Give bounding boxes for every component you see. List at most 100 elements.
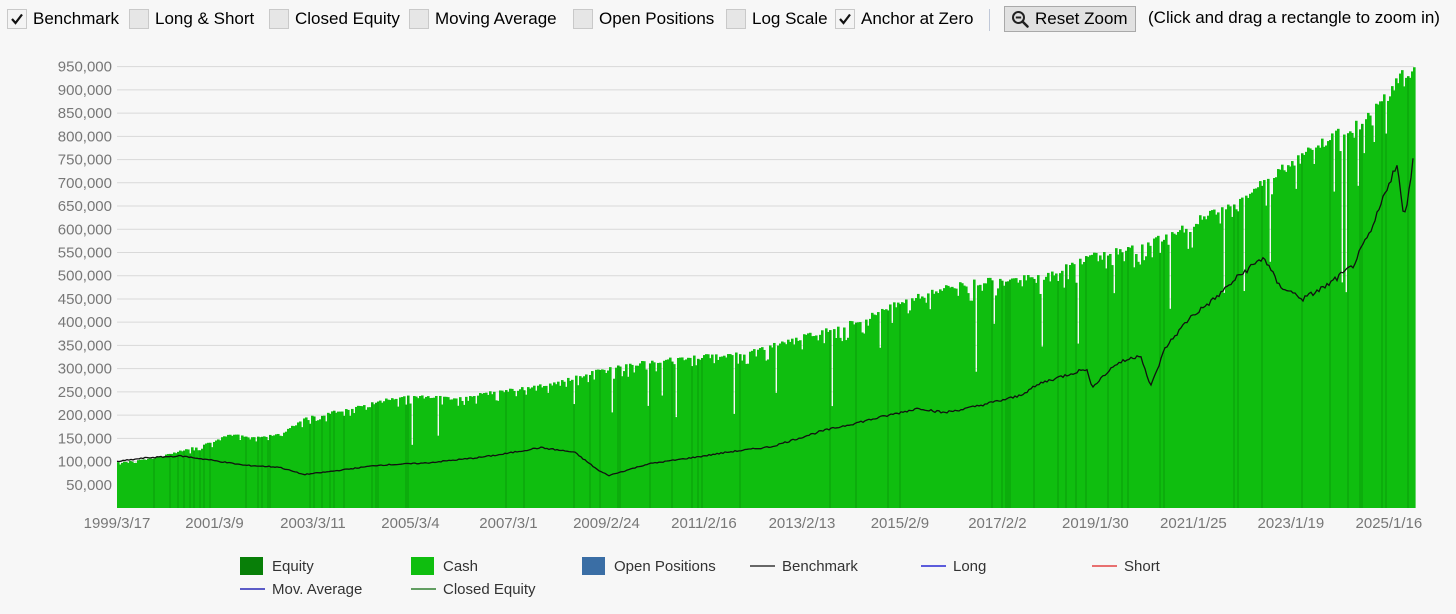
cash-bar <box>1223 292 1226 508</box>
cash-bar <box>915 298 918 508</box>
y-tick-label: 900,000 <box>58 82 112 99</box>
cash-bar <box>147 458 150 508</box>
cash-bar <box>537 385 540 508</box>
cash-bar <box>243 436 246 508</box>
equity-streak <box>1107 255 1109 508</box>
cash-bar <box>379 400 382 508</box>
cash-bar <box>1131 245 1134 508</box>
log-scale-checkbox-box[interactable] <box>726 9 746 29</box>
cash-bar <box>303 418 306 508</box>
y-tick-label: 850,000 <box>58 105 112 122</box>
cash-bar <box>1377 104 1380 508</box>
legend-label: Short <box>1124 558 1161 575</box>
cash-bar <box>1193 226 1196 509</box>
cash-bar <box>485 392 488 508</box>
cash-bar <box>1037 275 1040 508</box>
cash-bar <box>637 365 640 508</box>
cash-bar <box>517 390 520 508</box>
equity-chart[interactable]: 50,000 100,000 150,000 200,000 250,000 300,00… <box>0 40 1456 614</box>
cash-bar <box>1387 100 1390 508</box>
cash-bar <box>1185 228 1188 508</box>
cash-bar <box>491 394 494 508</box>
cash-bar <box>699 359 702 508</box>
cash-bar <box>595 369 598 508</box>
cash-bar <box>469 396 472 508</box>
cash-bar <box>917 293 920 508</box>
cash-bar <box>305 417 308 508</box>
cash-bar <box>1235 209 1238 508</box>
cash-bar <box>1053 275 1056 508</box>
benchmark-line-layer <box>116 158 1414 477</box>
equity-streak <box>1407 76 1409 508</box>
cash-bar <box>835 338 838 508</box>
moving-average-checkbox-box[interactable] <box>409 9 429 29</box>
cash-bar <box>895 307 898 508</box>
cash-bar <box>191 447 194 508</box>
cash-bar <box>563 381 566 508</box>
cash-bar <box>423 398 426 508</box>
cash-bar <box>1217 212 1220 508</box>
cash-bar <box>1201 219 1204 508</box>
cash-bar <box>897 302 900 508</box>
cash-bar <box>1055 273 1058 508</box>
anchor-at-zero-checkbox-box[interactable] <box>835 9 855 29</box>
cash-bar <box>237 434 240 508</box>
cash-bar <box>1031 277 1034 508</box>
legend-label: Long <box>953 558 986 575</box>
open-positions-checkbox-label: Open Positions <box>599 9 715 28</box>
cash-bar <box>159 456 162 508</box>
cash-bar <box>1337 128 1340 508</box>
closed-equity-checkbox-box[interactable] <box>269 9 289 29</box>
cash-bar <box>1307 147 1310 508</box>
cash-bar <box>1269 261 1272 508</box>
cash-bar <box>933 293 936 508</box>
closed-equity-checkbox[interactable]: Closed Equity <box>269 9 400 29</box>
closed-equity-checkbox-label: Closed Equity <box>295 9 400 28</box>
cash-bar <box>283 432 286 508</box>
cash-bar <box>533 385 536 508</box>
cash-bar <box>1369 115 1372 509</box>
open-positions-checkbox[interactable]: Open Positions <box>573 9 714 29</box>
x-tick-label: 2023/1/19 <box>1258 515 1325 532</box>
cash-bar <box>735 352 738 508</box>
cash-bar <box>347 409 350 508</box>
cash-bar <box>737 363 740 508</box>
cash-bar <box>721 356 724 508</box>
cash-bar <box>501 390 504 508</box>
x-axis: 1999/3/17 2001/3/9 2003/3/11 2005/3/4 2007/3… <box>84 515 1423 532</box>
y-tick-label: 600,000 <box>58 221 112 238</box>
cash-bar <box>339 411 342 508</box>
cash-bar <box>205 443 208 508</box>
open-positions-checkbox-box[interactable] <box>573 9 593 29</box>
y-tick-label: 50,000 <box>66 477 112 494</box>
cash-bar <box>929 309 932 508</box>
cash-bar <box>665 359 668 508</box>
cash-bar <box>411 444 414 508</box>
cash-bar <box>429 398 432 508</box>
cash-bar <box>919 298 922 508</box>
cash-bar <box>1133 267 1136 508</box>
reset-zoom-button[interactable]: Reset Zoom <box>1004 6 1136 32</box>
cash-bar <box>813 336 816 508</box>
cash-bar <box>133 462 136 508</box>
cash-bar <box>625 364 628 508</box>
cash-bar <box>1243 291 1246 508</box>
log-scale-checkbox[interactable]: Log Scale <box>726 9 828 29</box>
equity-streak <box>855 322 857 508</box>
cash-bar <box>557 381 560 508</box>
moving-average-checkbox[interactable]: Moving Average <box>409 9 557 29</box>
benchmark-checkbox-box[interactable] <box>7 9 27 29</box>
y-tick-label: 750,000 <box>58 152 112 169</box>
long-short-checkbox[interactable]: Long & Short <box>129 9 254 29</box>
cash-bar <box>201 448 204 508</box>
long-short-checkbox-box[interactable] <box>129 9 149 29</box>
anchor-at-zero-checkbox[interactable]: Anchor at Zero <box>835 9 973 29</box>
cash-bar <box>483 392 486 508</box>
benchmark-checkbox[interactable]: Benchmark <box>7 9 119 29</box>
cash-bar <box>1145 256 1148 508</box>
cash-bar <box>757 349 760 508</box>
cash-bar <box>139 459 142 508</box>
cash-bar <box>219 440 222 508</box>
cash-bar <box>495 400 498 508</box>
moving-average-checkbox-label: Moving Average <box>435 9 557 28</box>
